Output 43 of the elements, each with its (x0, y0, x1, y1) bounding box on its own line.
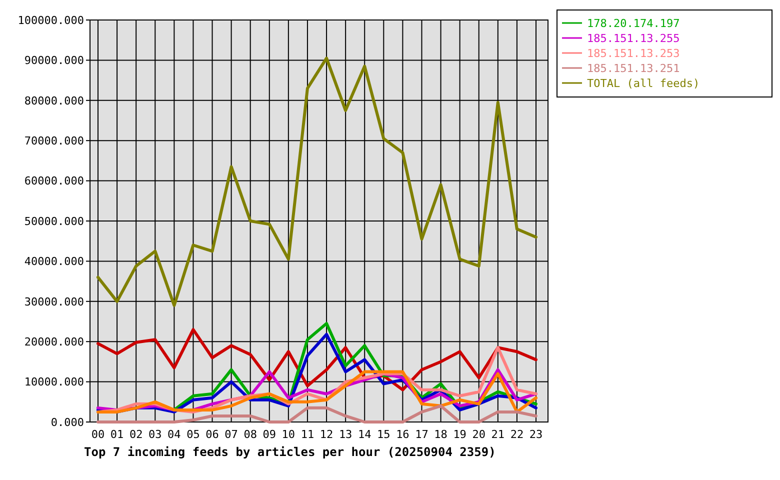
x-tick-label: 14 (358, 428, 372, 441)
legend-label: 178.20.174.197 (587, 16, 680, 30)
x-tick-label: 21 (491, 428, 505, 441)
y-tick-label: 0.000 (50, 416, 84, 429)
x-tick-label: 23 (529, 428, 543, 441)
line-series (96, 404, 538, 424)
y-tick-label: 40000.000 (24, 255, 84, 268)
x-tick-label: 17 (415, 428, 428, 441)
x-tick-label: 04 (168, 428, 182, 441)
legend-label: 185.151.13.251 (587, 62, 680, 75)
x-tick-label: 00 (91, 428, 105, 441)
legend-label: TOTAL (all feeds) (587, 76, 700, 90)
y-tick-label: 70000.000 (24, 134, 84, 148)
legend-label: 185.151.13.253 (587, 46, 680, 60)
x-tick-label: 11 (300, 428, 314, 441)
x-tick-label: 22 (510, 428, 524, 441)
x-tick-label: 01 (110, 428, 124, 441)
x-tick-label: 20 (472, 428, 486, 441)
line-series (96, 56, 538, 307)
x-tick-label: 02 (129, 428, 143, 441)
y-tick-label: 90000.000 (24, 54, 84, 68)
y-tick-label: 80000.000 (24, 94, 84, 108)
x-tick-label: 16 (396, 428, 410, 441)
legend-label: 185.151.13.255 (587, 32, 680, 45)
x-tick-label: 12 (320, 428, 334, 441)
x-tick-label: 18 (434, 428, 448, 441)
x-tick-label: 06 (206, 428, 219, 441)
text: Top 7 incoming feeds by articles per hour (20250904 2359) (84, 445, 496, 459)
x-tick-label: 05 (186, 428, 200, 441)
x-tick-label: 13 (338, 428, 352, 441)
x-tick-label: 15 (377, 428, 390, 441)
x-tick-label: 10 (282, 428, 296, 441)
x-tick-label: 08 (244, 428, 257, 441)
x-tick-label: 07 (224, 428, 238, 441)
y-tick-label: 10000.000 (24, 376, 84, 389)
x-tick-label: 09 (262, 428, 276, 441)
x-tick-label: 03 (148, 428, 162, 441)
x-tick-label: 19 (453, 428, 466, 441)
y-tick-label: 100000.000 (18, 14, 84, 27)
y-tick-label: 60000.000 (24, 174, 84, 188)
y-tick-label: 50000.000 (24, 214, 84, 228)
y-tick-label: 20000.000 (24, 335, 84, 348)
y-tick-label: 30000.000 (24, 295, 84, 308)
